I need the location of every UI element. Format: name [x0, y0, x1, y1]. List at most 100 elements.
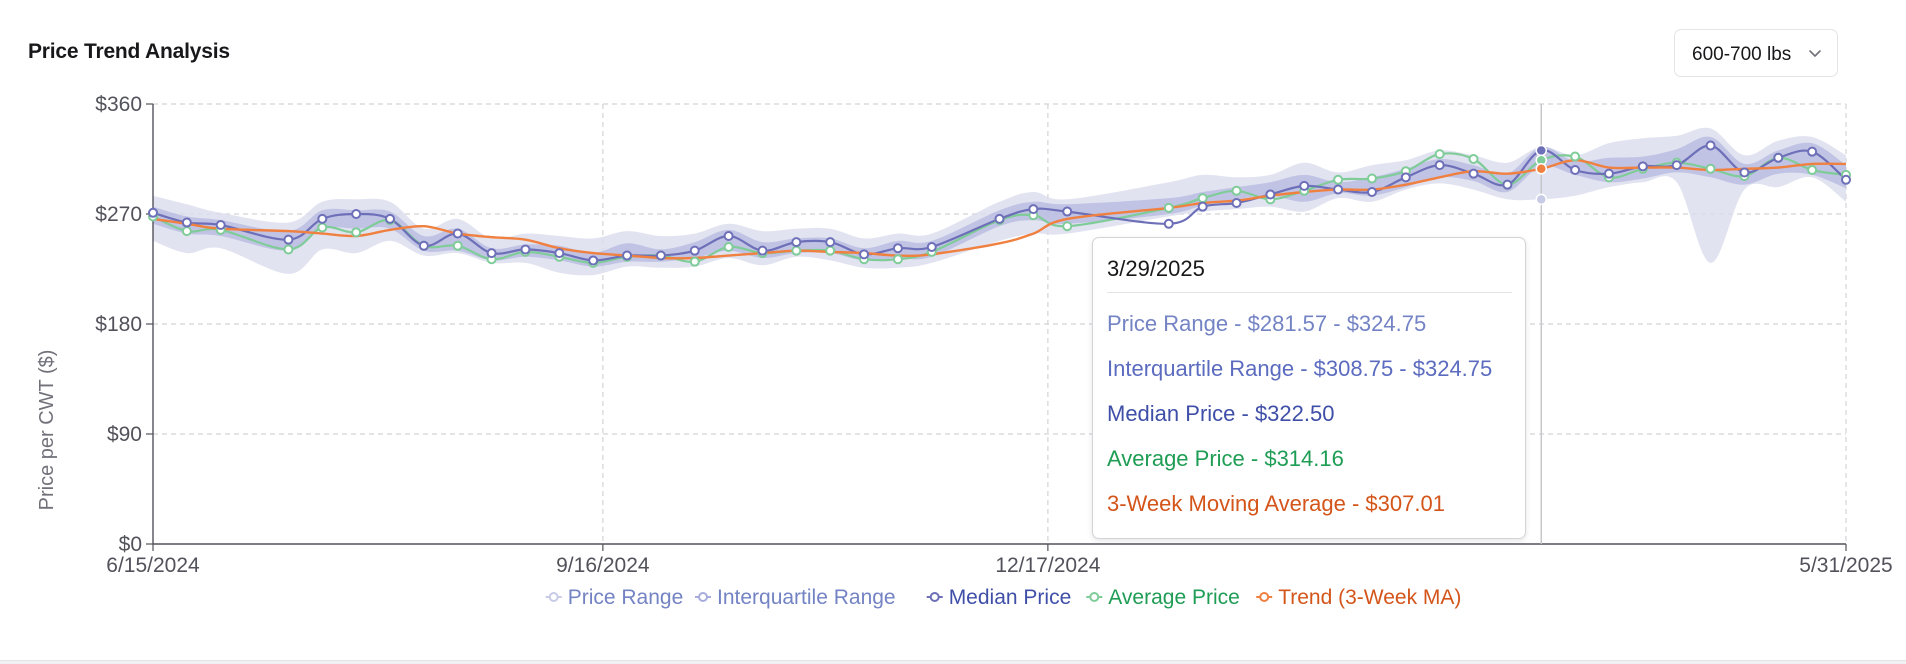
median-point — [1637, 161, 1648, 172]
median-point — [655, 250, 666, 261]
series-points — [148, 140, 1851, 268]
y-axis-title: Price per CWT ($) — [36, 350, 58, 511]
median-point — [148, 207, 158, 218]
median-point — [1197, 201, 1208, 212]
average-point — [1705, 163, 1716, 174]
y-tick-label: $360 — [95, 93, 142, 116]
tooltip-moving-average: 3-Week Moving Average - $307.01 — [1107, 491, 1445, 516]
legend-label: Trend (3-Week MA) — [1278, 586, 1461, 609]
median-point — [181, 217, 192, 228]
median-point — [1468, 168, 1479, 179]
tooltip-divider — [1107, 292, 1512, 293]
legend-item-median: Median Price — [926, 586, 1072, 609]
average-point — [181, 226, 192, 237]
highlight-trend-point — [1535, 163, 1548, 175]
hover-cursor — [1535, 104, 1548, 544]
chart-title: Price Trend Analysis — [28, 40, 230, 63]
chart-legend: Price Range Interquartile Range Median Pri… — [545, 586, 1461, 609]
y-tick-label: $180 — [95, 313, 142, 336]
x-tick-label: 6/15/2024 — [106, 554, 200, 577]
median-point — [554, 248, 565, 259]
highlight-range-low-point — [1535, 193, 1548, 206]
legend-label: Median Price — [949, 586, 1072, 609]
median-point — [892, 243, 903, 254]
chart-axes: $0 $90 $180 $270 $360 6/15/2024 9/16/2024 12/17… — [36, 93, 1893, 577]
x-tick-label: 12/17/2024 — [995, 554, 1100, 577]
median-point — [1705, 140, 1716, 151]
tooltip-date: 3/29/2025 — [1107, 256, 1205, 281]
median-point — [486, 248, 497, 259]
median-point — [859, 249, 870, 260]
highlight-median-point — [1535, 144, 1548, 157]
legend-marker-point — [548, 592, 559, 602]
legend-label: Average Price — [1108, 586, 1240, 609]
median-point — [1603, 168, 1614, 179]
median-point — [994, 213, 1005, 224]
median-point — [1231, 198, 1242, 208]
average-point — [1468, 154, 1479, 164]
legend-marker-point — [1259, 592, 1270, 602]
legend-item-trend: Trend (3-Week MA) — [1256, 586, 1461, 609]
median-point — [1163, 218, 1174, 229]
median-point — [215, 220, 226, 230]
median-point — [1265, 189, 1276, 200]
average-point — [1434, 149, 1445, 160]
median-point — [1739, 167, 1750, 178]
median-point — [351, 209, 362, 219]
average-point — [1366, 173, 1377, 184]
average-point — [1062, 221, 1073, 232]
weight-class-select[interactable]: 600-700 lbs — [1674, 29, 1838, 77]
average-point — [791, 245, 802, 256]
average-point — [1231, 185, 1242, 196]
median-point — [1807, 146, 1818, 157]
y-tick-label: $0 — [119, 533, 142, 556]
median-point — [622, 250, 633, 261]
average-point — [1163, 202, 1174, 213]
median-point — [1841, 174, 1851, 185]
median-point — [1502, 179, 1513, 190]
price-range-area — [153, 127, 1846, 276]
median-point — [1773, 152, 1784, 163]
y-tick-label: $90 — [107, 423, 142, 446]
tooltip-interquartile-range: Interquartile Range - $308.75 - $324.75 — [1107, 356, 1493, 381]
average-point — [689, 256, 700, 267]
average-point — [825, 245, 836, 256]
x-tick-label: 9/16/2024 — [556, 554, 650, 577]
legend-label: Interquartile Range — [717, 586, 896, 609]
median-point — [588, 255, 599, 266]
median-point — [757, 245, 768, 256]
median-point — [1366, 187, 1377, 197]
average-point — [1570, 151, 1581, 162]
median-point — [520, 244, 531, 255]
legend-item-iqr: Interquartile Range — [695, 586, 896, 609]
chevron-down-icon — [1807, 47, 1823, 65]
tooltip-median-price: Median Price - $322.50 — [1107, 401, 1335, 426]
median-point — [1400, 172, 1411, 183]
average-point — [723, 242, 734, 252]
average-point — [283, 244, 294, 255]
hover-tooltip: 3/29/2025 Price Range - $281.57 - $324.7… — [1092, 237, 1526, 539]
median-point — [926, 242, 937, 252]
average-point — [1807, 165, 1818, 175]
average-point — [452, 240, 463, 251]
x-tick-label: 5/31/2025 — [1799, 554, 1892, 577]
legend-item-average: Average Price — [1086, 586, 1240, 609]
legend-marker-point — [929, 592, 940, 602]
tooltip-average-price: Average Price - $314.16 — [1107, 446, 1344, 471]
median-point — [385, 213, 396, 224]
median-point — [1671, 160, 1682, 171]
average-point — [351, 227, 362, 238]
legend-label: Price Range — [568, 586, 684, 609]
average-point — [1333, 174, 1344, 185]
median-point — [1333, 184, 1344, 195]
median-point — [723, 231, 734, 241]
median-point — [317, 213, 328, 224]
price-range-band — [153, 127, 1846, 276]
median-point — [1062, 206, 1073, 217]
average-point — [892, 254, 903, 265]
median-point — [1570, 165, 1581, 175]
median-point — [452, 228, 463, 239]
median-point — [1028, 204, 1039, 215]
median-point — [418, 240, 429, 251]
